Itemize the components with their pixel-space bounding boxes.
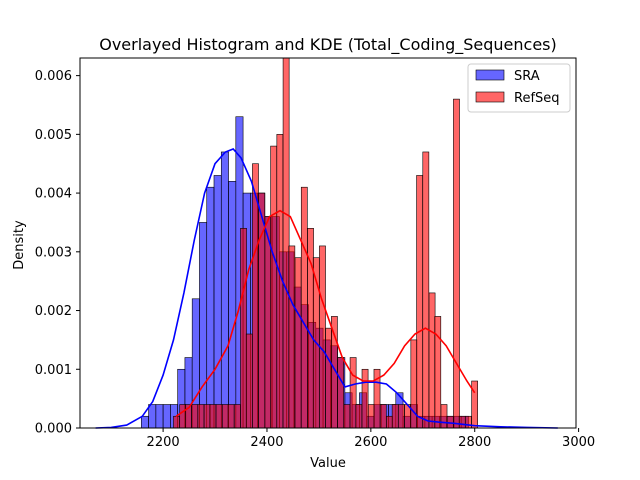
legend-swatch-sra — [475, 69, 505, 81]
hist-bar-refseq-12 — [245, 333, 253, 429]
hist-bar-refseq-30 — [355, 404, 363, 429]
hist-bar-refseq-27 — [337, 357, 344, 429]
hist-bar-refseq-7 — [215, 404, 223, 429]
hist-bar-refseq-20 — [294, 257, 302, 429]
hist-bar-refseq-19 — [288, 245, 296, 429]
hist-bar-refseq-29 — [349, 357, 357, 429]
hist-bar-refseq-1 — [179, 404, 187, 429]
hist-bar-sra-12 — [228, 181, 237, 429]
hist-bar-refseq-15 — [264, 216, 272, 429]
y-tick-label: 0.005 — [35, 128, 72, 143]
hist-bar-refseq-3 — [191, 404, 199, 429]
hist-bar-refseq-46 — [453, 98, 460, 429]
hist-bar-sra-11 — [220, 151, 229, 429]
hist-bar-refseq-44 — [440, 404, 448, 429]
hist-bar-refseq-8 — [222, 404, 229, 429]
legend-label-sra: SRA — [514, 69, 540, 84]
y-tick-label: 0.004 — [35, 187, 72, 202]
hist-bar-refseq-16 — [270, 145, 277, 429]
plot-area: 2200 2400 2600 2800 3000 0.000 0.001 0.002 0.003… — [35, 57, 595, 450]
y-tick-label: 0.003 — [35, 245, 72, 260]
hist-bar-refseq-35 — [386, 415, 393, 429]
x-tick-label: 3000 — [562, 435, 595, 450]
hist-bar-sra-9 — [206, 186, 215, 429]
x-tick-label: 2400 — [250, 435, 283, 450]
hist-bar-refseq-24 — [319, 245, 326, 429]
hist-bar-refseq-47 — [458, 415, 466, 429]
hist-bar-refseq-25 — [325, 327, 333, 429]
y-tick-label: 0.000 — [35, 422, 72, 437]
hist-bar-sra-1 — [148, 404, 157, 429]
kde-line-sra — [95, 148, 558, 429]
hist-bar-refseq-37 — [398, 404, 405, 429]
hist-bar-refseq-42 — [428, 292, 436, 429]
hist-bar-refseq-40 — [416, 175, 423, 429]
hist-bar-refseq-0 — [173, 415, 180, 429]
hist-bar-refseq-5 — [203, 404, 211, 429]
hist-bar-sra-0 — [140, 415, 149, 429]
x-tick-label: 2800 — [458, 435, 491, 450]
chart-title: Overlayed Histogram and KDE (Total_Codin… — [99, 35, 557, 55]
hist-bar-refseq-6 — [209, 404, 217, 429]
x-axis-label: Value — [310, 456, 346, 471]
hist-bar-refseq-4 — [197, 404, 205, 429]
plot-frame — [79, 57, 577, 429]
hist-bar-sra-8 — [199, 222, 208, 429]
hist-bar-refseq-18 — [282, 57, 290, 429]
hist-bar-refseq-34 — [379, 404, 387, 429]
hist-bar-sra-3 — [162, 404, 171, 429]
hist-bar-refseq-32 — [367, 404, 375, 429]
hist-bar-refseq-31 — [361, 368, 369, 429]
x-tick-label: 2200 — [147, 435, 180, 450]
hist-bar-refseq-10 — [233, 404, 241, 429]
hist-bar-sra-2 — [155, 404, 164, 429]
legend-label-refseq: RefSeq — [514, 91, 560, 106]
hist-bar-refseq-36 — [391, 404, 399, 429]
hist-bar-refseq-28 — [343, 404, 351, 429]
y-axis-label: Density — [12, 220, 27, 270]
hist-bar-refseq-11 — [240, 228, 247, 429]
y-tick-label: 0.006 — [35, 69, 72, 84]
hist-bar-refseq-41 — [422, 151, 430, 429]
hist-bar-refseq-9 — [227, 404, 235, 429]
y-tick-label: 0.001 — [35, 363, 72, 378]
y-tick-label: 0.002 — [35, 304, 72, 319]
x-tick-label: 2600 — [354, 435, 387, 450]
legend-swatch-refseq — [475, 91, 505, 103]
hist-bar-sra-10 — [213, 175, 222, 429]
hist-bar-refseq-48 — [465, 415, 472, 429]
kde-line-refseq — [175, 209, 476, 417]
legend: SRA RefSeq — [467, 63, 571, 113]
hist-bar-refseq-21 — [300, 186, 308, 429]
